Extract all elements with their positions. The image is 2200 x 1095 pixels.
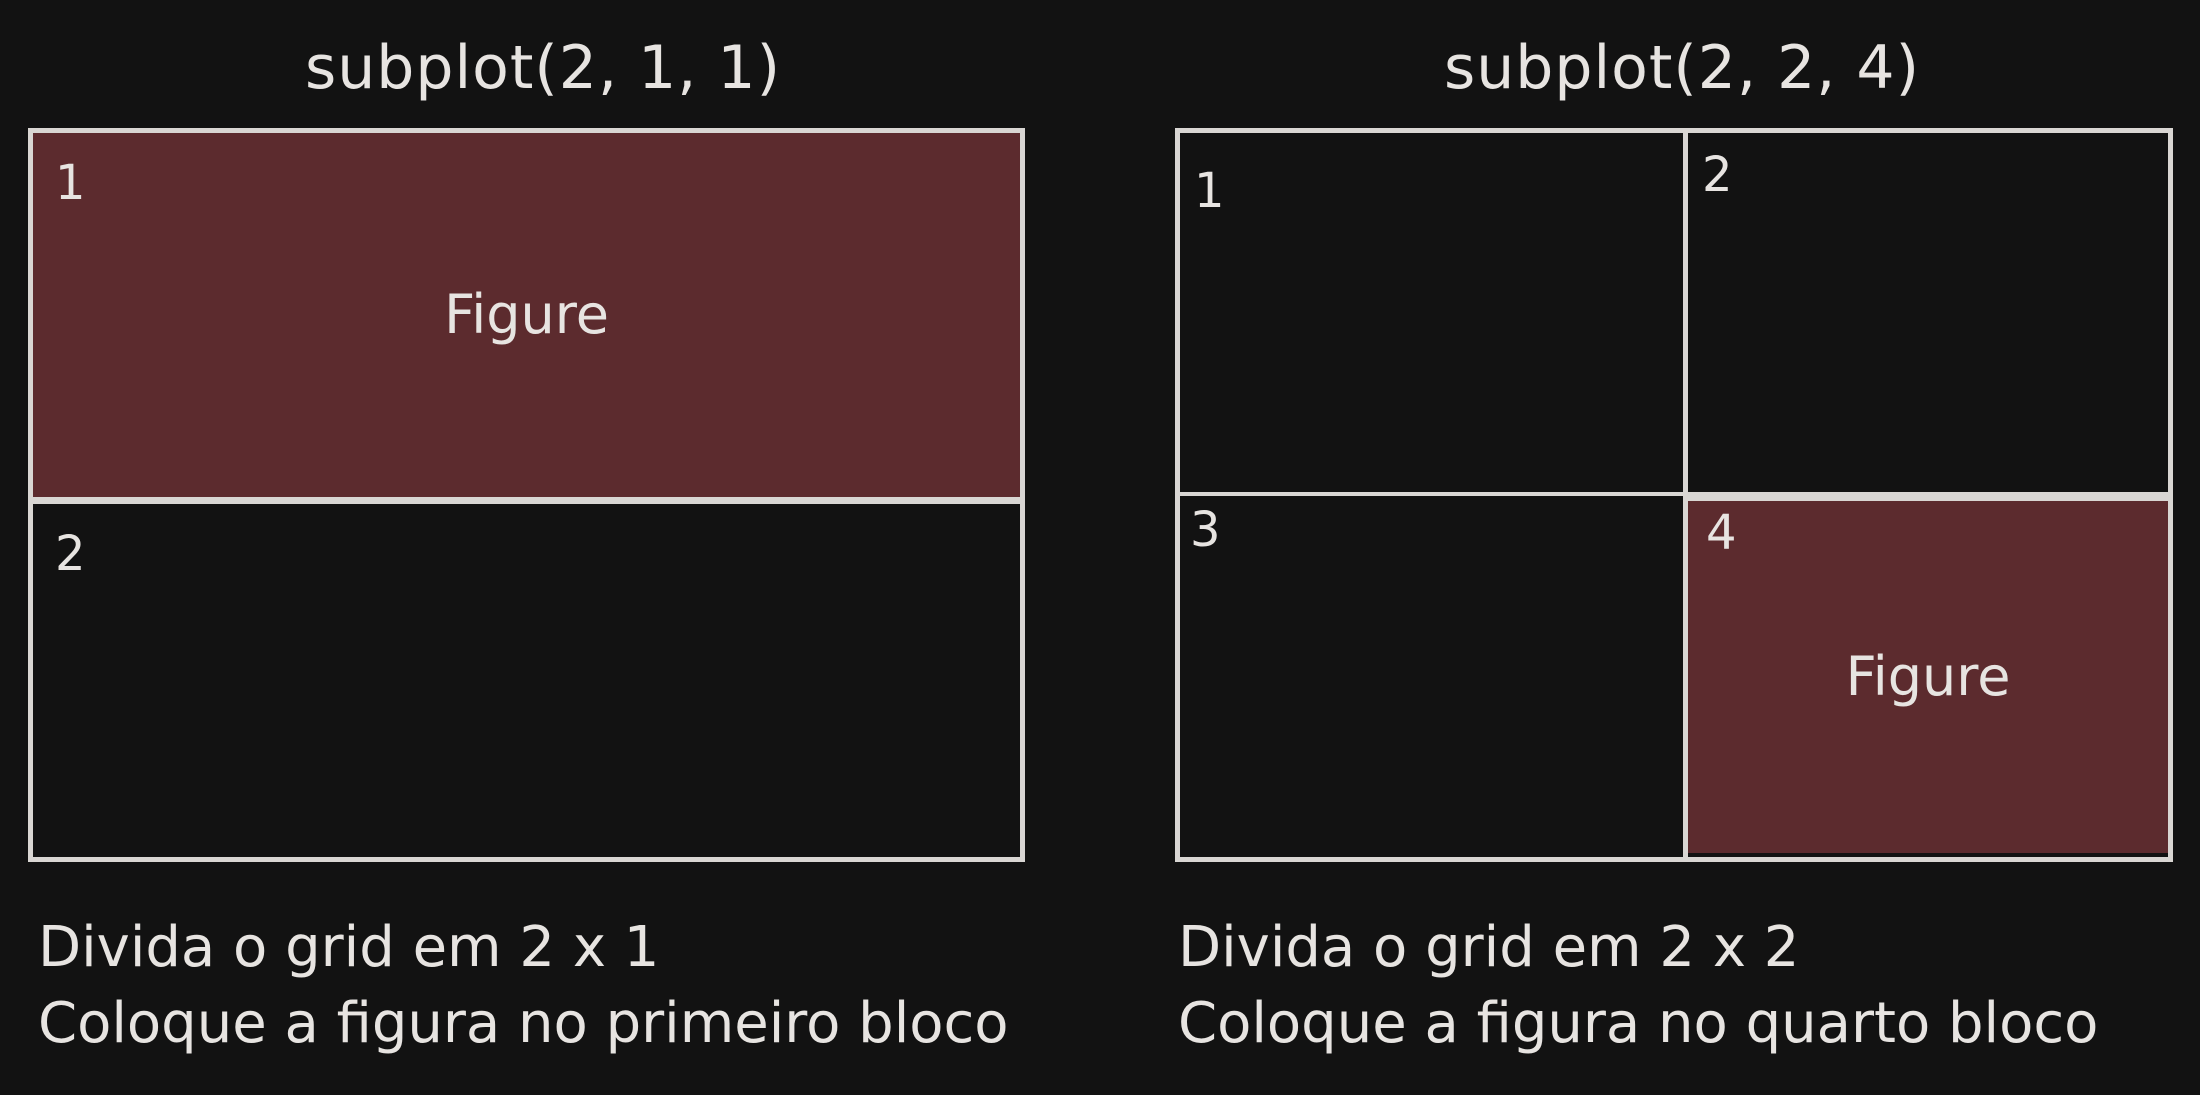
right-cell-4: 4 Figure bbox=[1688, 501, 2168, 853]
left-description-line-1: Divida o grid em 2 x 1 bbox=[38, 915, 660, 980]
right-cell-4-number: 4 bbox=[1706, 505, 1737, 561]
right-cell-1-number: 1 bbox=[1194, 163, 1225, 219]
right-cell-1: 1 bbox=[1180, 133, 1683, 492]
left-cell-1-number: 1 bbox=[55, 155, 86, 211]
right-cell-4-top-border bbox=[1683, 496, 2168, 501]
right-description: Divida o grid em 2 x 2 Coloque a figura … bbox=[1178, 910, 2098, 1062]
right-cell-3: 3 bbox=[1180, 496, 1683, 857]
left-cell-2-number: 2 bbox=[55, 526, 86, 582]
right-subplot-title: subplot(2, 2, 4) bbox=[1444, 33, 1920, 103]
right-grid-vertical-divider bbox=[1683, 133, 1688, 857]
right-cell-3-number: 3 bbox=[1190, 502, 1221, 558]
right-cell-2-number: 2 bbox=[1702, 147, 1733, 203]
right-description-line-2: Coloque a figura no quarto bloco bbox=[1178, 991, 2099, 1056]
left-subplot-grid: 1 Figure 2 bbox=[28, 128, 1025, 862]
left-cell-1-figure-label: Figure bbox=[444, 283, 609, 346]
left-description-line-2: Coloque a figura no primeiro bloco bbox=[38, 991, 1009, 1056]
left-cell-1: 1 Figure bbox=[33, 133, 1020, 497]
right-grid-horizontal-divider bbox=[1180, 492, 2168, 496]
left-subplot-title: subplot(2, 1, 1) bbox=[305, 33, 781, 103]
left-description: Divida o grid em 2 x 1 Coloque a figura … bbox=[38, 910, 1009, 1062]
right-cell-2: 2 bbox=[1688, 133, 2168, 492]
left-cell-2: 2 bbox=[33, 504, 1020, 857]
right-subplot-grid: 1 2 3 4 Figure bbox=[1175, 128, 2173, 862]
left-grid-horizontal-divider bbox=[33, 497, 1020, 504]
right-cell-4-figure-label: Figure bbox=[1845, 645, 2011, 708]
right-description-line-1: Divida o grid em 2 x 2 bbox=[1178, 915, 1800, 980]
